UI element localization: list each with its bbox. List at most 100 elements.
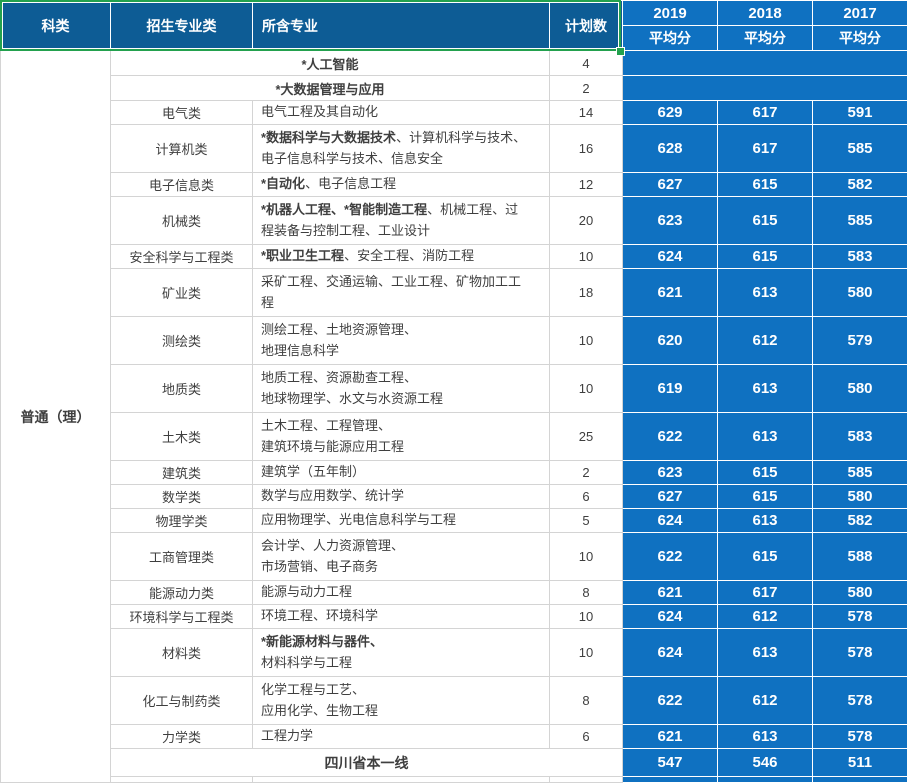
cell-score-2019[interactable]: 624 [623, 509, 718, 533]
cell-score-2017[interactable]: 591 [813, 101, 907, 125]
cell-major-group[interactable]: 电气类 [111, 101, 253, 125]
cell-score-2019[interactable]: 623 [623, 197, 718, 245]
cell-score-2017[interactable]: 580 [813, 269, 907, 317]
cell-score-2018[interactable]: 612 [718, 317, 813, 365]
cell-score-2018[interactable]: 613 [718, 365, 813, 413]
cell-score-2017[interactable]: 583 [813, 413, 907, 461]
cell-score-2019[interactable]: 624 [623, 605, 718, 629]
cell-major-group[interactable]: 地质类 [111, 365, 253, 413]
cell-score-2017[interactable]: 585 [813, 461, 907, 485]
cell-score-2017[interactable]: 585 [813, 125, 907, 173]
cell-majors[interactable]: 数学与应用数学、统计学 [253, 485, 550, 509]
header-year-2018[interactable]: 2018 [718, 1, 813, 26]
cell-major-group[interactable]: 力学类 [111, 725, 253, 749]
cell-majors[interactable]: 化学工程与工艺、 应用化学、生物工程 [253, 677, 550, 725]
cell-plan[interactable]: 10 [550, 317, 623, 365]
cell-majors[interactable]: 地质工程、资源勘查工程、 地球物理学、水文与水资源工程 [253, 365, 550, 413]
header-plan[interactable]: 计划数 [550, 1, 623, 51]
cell-majors[interactable]: 工程力学 [253, 725, 550, 749]
cell-plan[interactable]: 16 [550, 125, 623, 173]
cell-score-2017[interactable]: 580 [813, 365, 907, 413]
cell-score-2019[interactable]: 619 [623, 365, 718, 413]
cell-majors[interactable]: 会计学、人力资源管理、 市场营销、电子商务 [253, 533, 550, 581]
cell-major-group[interactable]: 机械类 [111, 197, 253, 245]
cell-score-2019[interactable]: 624 [623, 629, 718, 677]
cell-score-2018[interactable]: 613 [718, 509, 813, 533]
cell-plan[interactable]: 18 [550, 269, 623, 317]
cell-score-2018[interactable]: 612 [718, 605, 813, 629]
cell-score-2017[interactable]: 511 [813, 749, 907, 777]
cell-major-group[interactable]: 测绘类 [111, 317, 253, 365]
cell-score-2019[interactable]: 620 [623, 317, 718, 365]
cell-major-group[interactable]: 建筑类 [111, 461, 253, 485]
cell-majors[interactable]: 采矿工程、交通运输、工业工程、矿物加工工 程 [253, 269, 550, 317]
cell-score-2018[interactable]: 617 [718, 125, 813, 173]
cell-score-2018[interactable]: 613 [718, 413, 813, 461]
cell-score-2018[interactable]: 613 [718, 629, 813, 677]
cell-score-2018[interactable]: 615 [718, 461, 813, 485]
header-category[interactable]: 科类 [1, 1, 111, 51]
cell-score-2019[interactable]: 622 [623, 413, 718, 461]
cell-major-group[interactable]: 安全科学与工程类 [111, 245, 253, 269]
cell-score-2017[interactable]: 582 [813, 509, 907, 533]
cell-major-group[interactable]: 化工与制药类 [111, 677, 253, 725]
cell-majors[interactable]: 建筑学（五年制） [253, 461, 550, 485]
cell-score-2019[interactable]: 547 [623, 749, 718, 777]
cell-plan[interactable]: 6 [550, 485, 623, 509]
cell-score-2017[interactable]: 580 [813, 581, 907, 605]
cell-score-2018[interactable]: 617 [718, 581, 813, 605]
cell-provincial-line-label[interactable]: 四川省本一线 [111, 749, 623, 777]
selection-fill-handle[interactable] [616, 47, 625, 56]
cell-score-2017[interactable]: 582 [813, 173, 907, 197]
cell-score-2018[interactable]: 613 [718, 725, 813, 749]
cell-score-2017[interactable]: 588 [813, 533, 907, 581]
cell-plan[interactable]: 12 [550, 173, 623, 197]
cell-plan[interactable]: 8 [550, 677, 623, 725]
cell-score-2018[interactable]: 617 [718, 101, 813, 125]
cell-category-group[interactable]: 普通（理） [1, 51, 111, 783]
cell-score-empty[interactable] [623, 51, 907, 76]
cell-score-2018[interactable]: 613 [718, 269, 813, 317]
header-major-group[interactable]: 招生专业类 [111, 1, 253, 51]
cell-score-2019[interactable]: 627 [623, 173, 718, 197]
cell-score-2019[interactable]: 624 [623, 245, 718, 269]
cell-score-2017[interactable]: 580 [813, 485, 907, 509]
cell-score-2019[interactable]: 621 [623, 269, 718, 317]
header-avg-2019[interactable]: 平均分 [623, 26, 718, 51]
cell-score-2018[interactable]: 615 [718, 173, 813, 197]
cell-score-2017[interactable]: 578 [813, 725, 907, 749]
cell-majors[interactable]: 测绘工程、土地资源管理、 地理信息科学 [253, 317, 550, 365]
cell-major-group[interactable]: 电子信息类 [111, 173, 253, 197]
cell-major-group[interactable]: 工商管理类 [111, 533, 253, 581]
cell-majors[interactable]: *新能源材料与器件、 材料科学与工程 [253, 629, 550, 677]
cell-score-2018[interactable]: 615 [718, 245, 813, 269]
cell-major-group[interactable]: 材料类 [111, 629, 253, 677]
cell-plan[interactable]: 4 [550, 51, 623, 76]
cell-major-group[interactable]: 环境科学与工程类 [111, 605, 253, 629]
cell-major-group[interactable]: 矿业类 [111, 269, 253, 317]
cell-score-2019[interactable]: 622 [623, 533, 718, 581]
cell-score-2017[interactable]: 578 [813, 605, 907, 629]
cell-majors[interactable]: *人工智能 [111, 51, 550, 76]
cell-plan[interactable]: 2 [550, 461, 623, 485]
header-majors[interactable]: 所含专业 [253, 1, 550, 51]
cell-major-group[interactable]: 数学类 [111, 485, 253, 509]
cell-plan[interactable]: 2 [550, 76, 623, 101]
cell-score-2018[interactable]: 615 [718, 533, 813, 581]
cell-score-2018[interactable]: 612 [718, 677, 813, 725]
header-year-2019[interactable]: 2019 [623, 1, 718, 26]
cell-score-2019[interactable]: 623 [623, 461, 718, 485]
cell-plan[interactable]: 14 [550, 101, 623, 125]
cell-score-2019[interactable]: 621 [623, 725, 718, 749]
cell-score-2019[interactable]: 622 [623, 677, 718, 725]
cell-score-2019[interactable]: 627 [623, 485, 718, 509]
cell-majors[interactable]: *大数据管理与应用 [111, 76, 550, 101]
cell-score-2018[interactable]: 546 [718, 749, 813, 777]
cell-plan[interactable]: 10 [550, 533, 623, 581]
cell-majors[interactable]: *职业卫生工程、安全工程、消防工程 [253, 245, 550, 269]
header-avg-2018[interactable]: 平均分 [718, 26, 813, 51]
cell-score-2018[interactable]: 615 [718, 197, 813, 245]
cell-score-2017[interactable]: 578 [813, 677, 907, 725]
cell-score-2017[interactable]: 583 [813, 245, 907, 269]
cell-majors[interactable]: *机器人工程、*智能制造工程、机械工程、过 程装备与控制工程、工业设计 [253, 197, 550, 245]
